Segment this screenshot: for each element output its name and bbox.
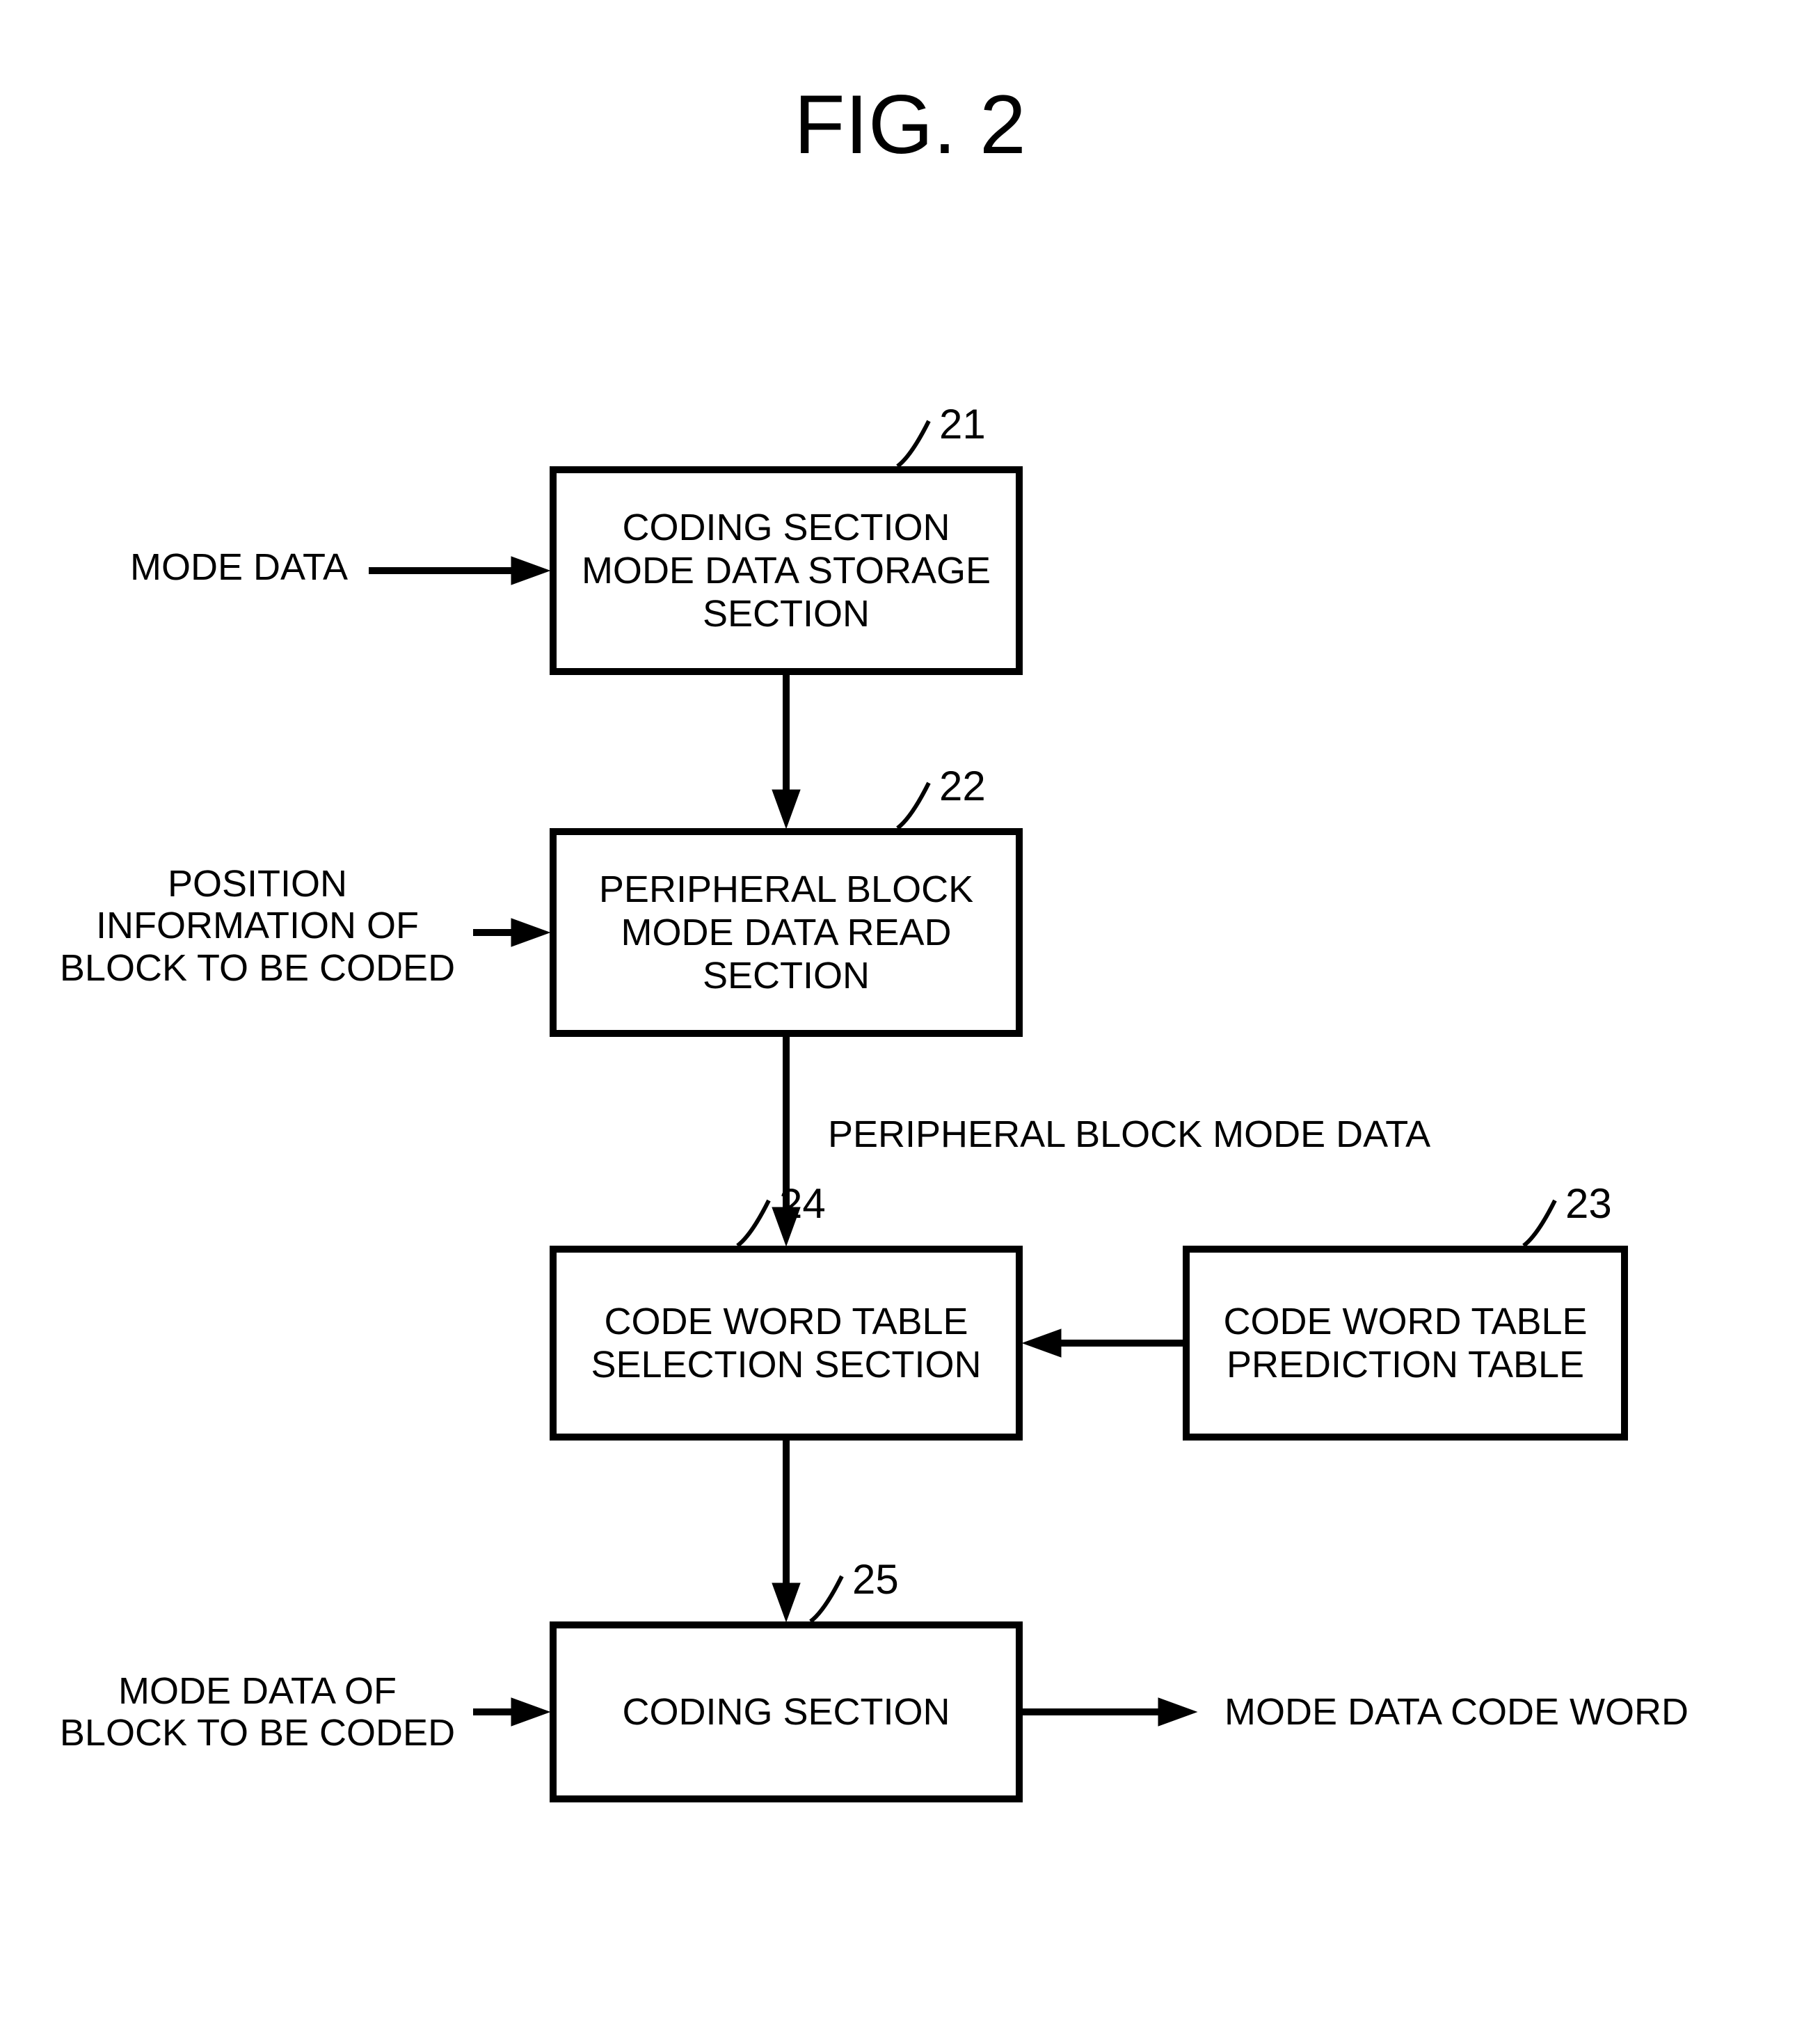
- label-mode-data-code-word: MODE DATA CODE WORD: [1224, 1691, 1781, 1740]
- box-21-text: CODING SECTION MODE DATA STORAGE SECTION: [582, 506, 991, 635]
- ref-number-21: 21: [939, 400, 986, 448]
- ref-number-23: 23: [1565, 1180, 1612, 1228]
- leader-b23: [1524, 1200, 1555, 1246]
- arrow-23-to-24-head: [1023, 1329, 1061, 1357]
- ref-number-22: 22: [939, 762, 986, 810]
- box-coding-section-mode-data-storage: CODING SECTION MODE DATA STORAGE SECTION: [550, 466, 1023, 675]
- box-peripheral-block-mode-data-read: PERIPHERAL BLOCK MODE DATA READ SECTION: [550, 828, 1023, 1037]
- arrow-21-to-22-head: [772, 790, 800, 828]
- label-mode-data-of-block: MODE DATA OF BLOCK TO BE CODED: [49, 1670, 466, 1775]
- label-position-information: POSITION INFORMATION OF BLOCK TO BE CODE…: [49, 863, 466, 1002]
- box-22-text: PERIPHERAL BLOCK MODE DATA READ SECTION: [599, 868, 973, 997]
- arrow-mode-block-to-25-head: [511, 1698, 550, 1726]
- ref-number-24: 24: [779, 1180, 826, 1228]
- arrow-mode-data-to-21-head: [511, 557, 550, 585]
- box-23-text: CODE WORD TABLE PREDICTION TABLE: [1223, 1300, 1587, 1386]
- label-peripheral-block-mode-data: PERIPHERAL BLOCK MODE DATA: [828, 1113, 1524, 1162]
- box-24-text: CODE WORD TABLE SELECTION SECTION: [591, 1300, 981, 1386]
- box-code-word-table-selection-section: CODE WORD TABLE SELECTION SECTION: [550, 1246, 1023, 1441]
- leader-b24: [737, 1200, 769, 1246]
- leader-b22: [897, 783, 929, 828]
- arrow-24-to-25-head: [772, 1583, 800, 1621]
- ref-number-25: 25: [852, 1555, 899, 1603]
- arrow-pos-info-to-22-head: [511, 919, 550, 946]
- leader-b21: [897, 421, 929, 466]
- arrow-25-to-out-head: [1158, 1698, 1197, 1726]
- label-mode-data: MODE DATA: [83, 546, 348, 595]
- box-code-word-table-prediction-table: CODE WORD TABLE PREDICTION TABLE: [1183, 1246, 1628, 1441]
- box-coding-section: CODING SECTION: [550, 1621, 1023, 1802]
- diagram-canvas: FIG. 2 CODING SECTION MODE DATA STORAGE …: [0, 0, 1820, 2023]
- leader-b25: [811, 1576, 842, 1621]
- box-25-text: CODING SECTION: [622, 1690, 950, 1734]
- figure-title: FIG. 2: [0, 77, 1820, 173]
